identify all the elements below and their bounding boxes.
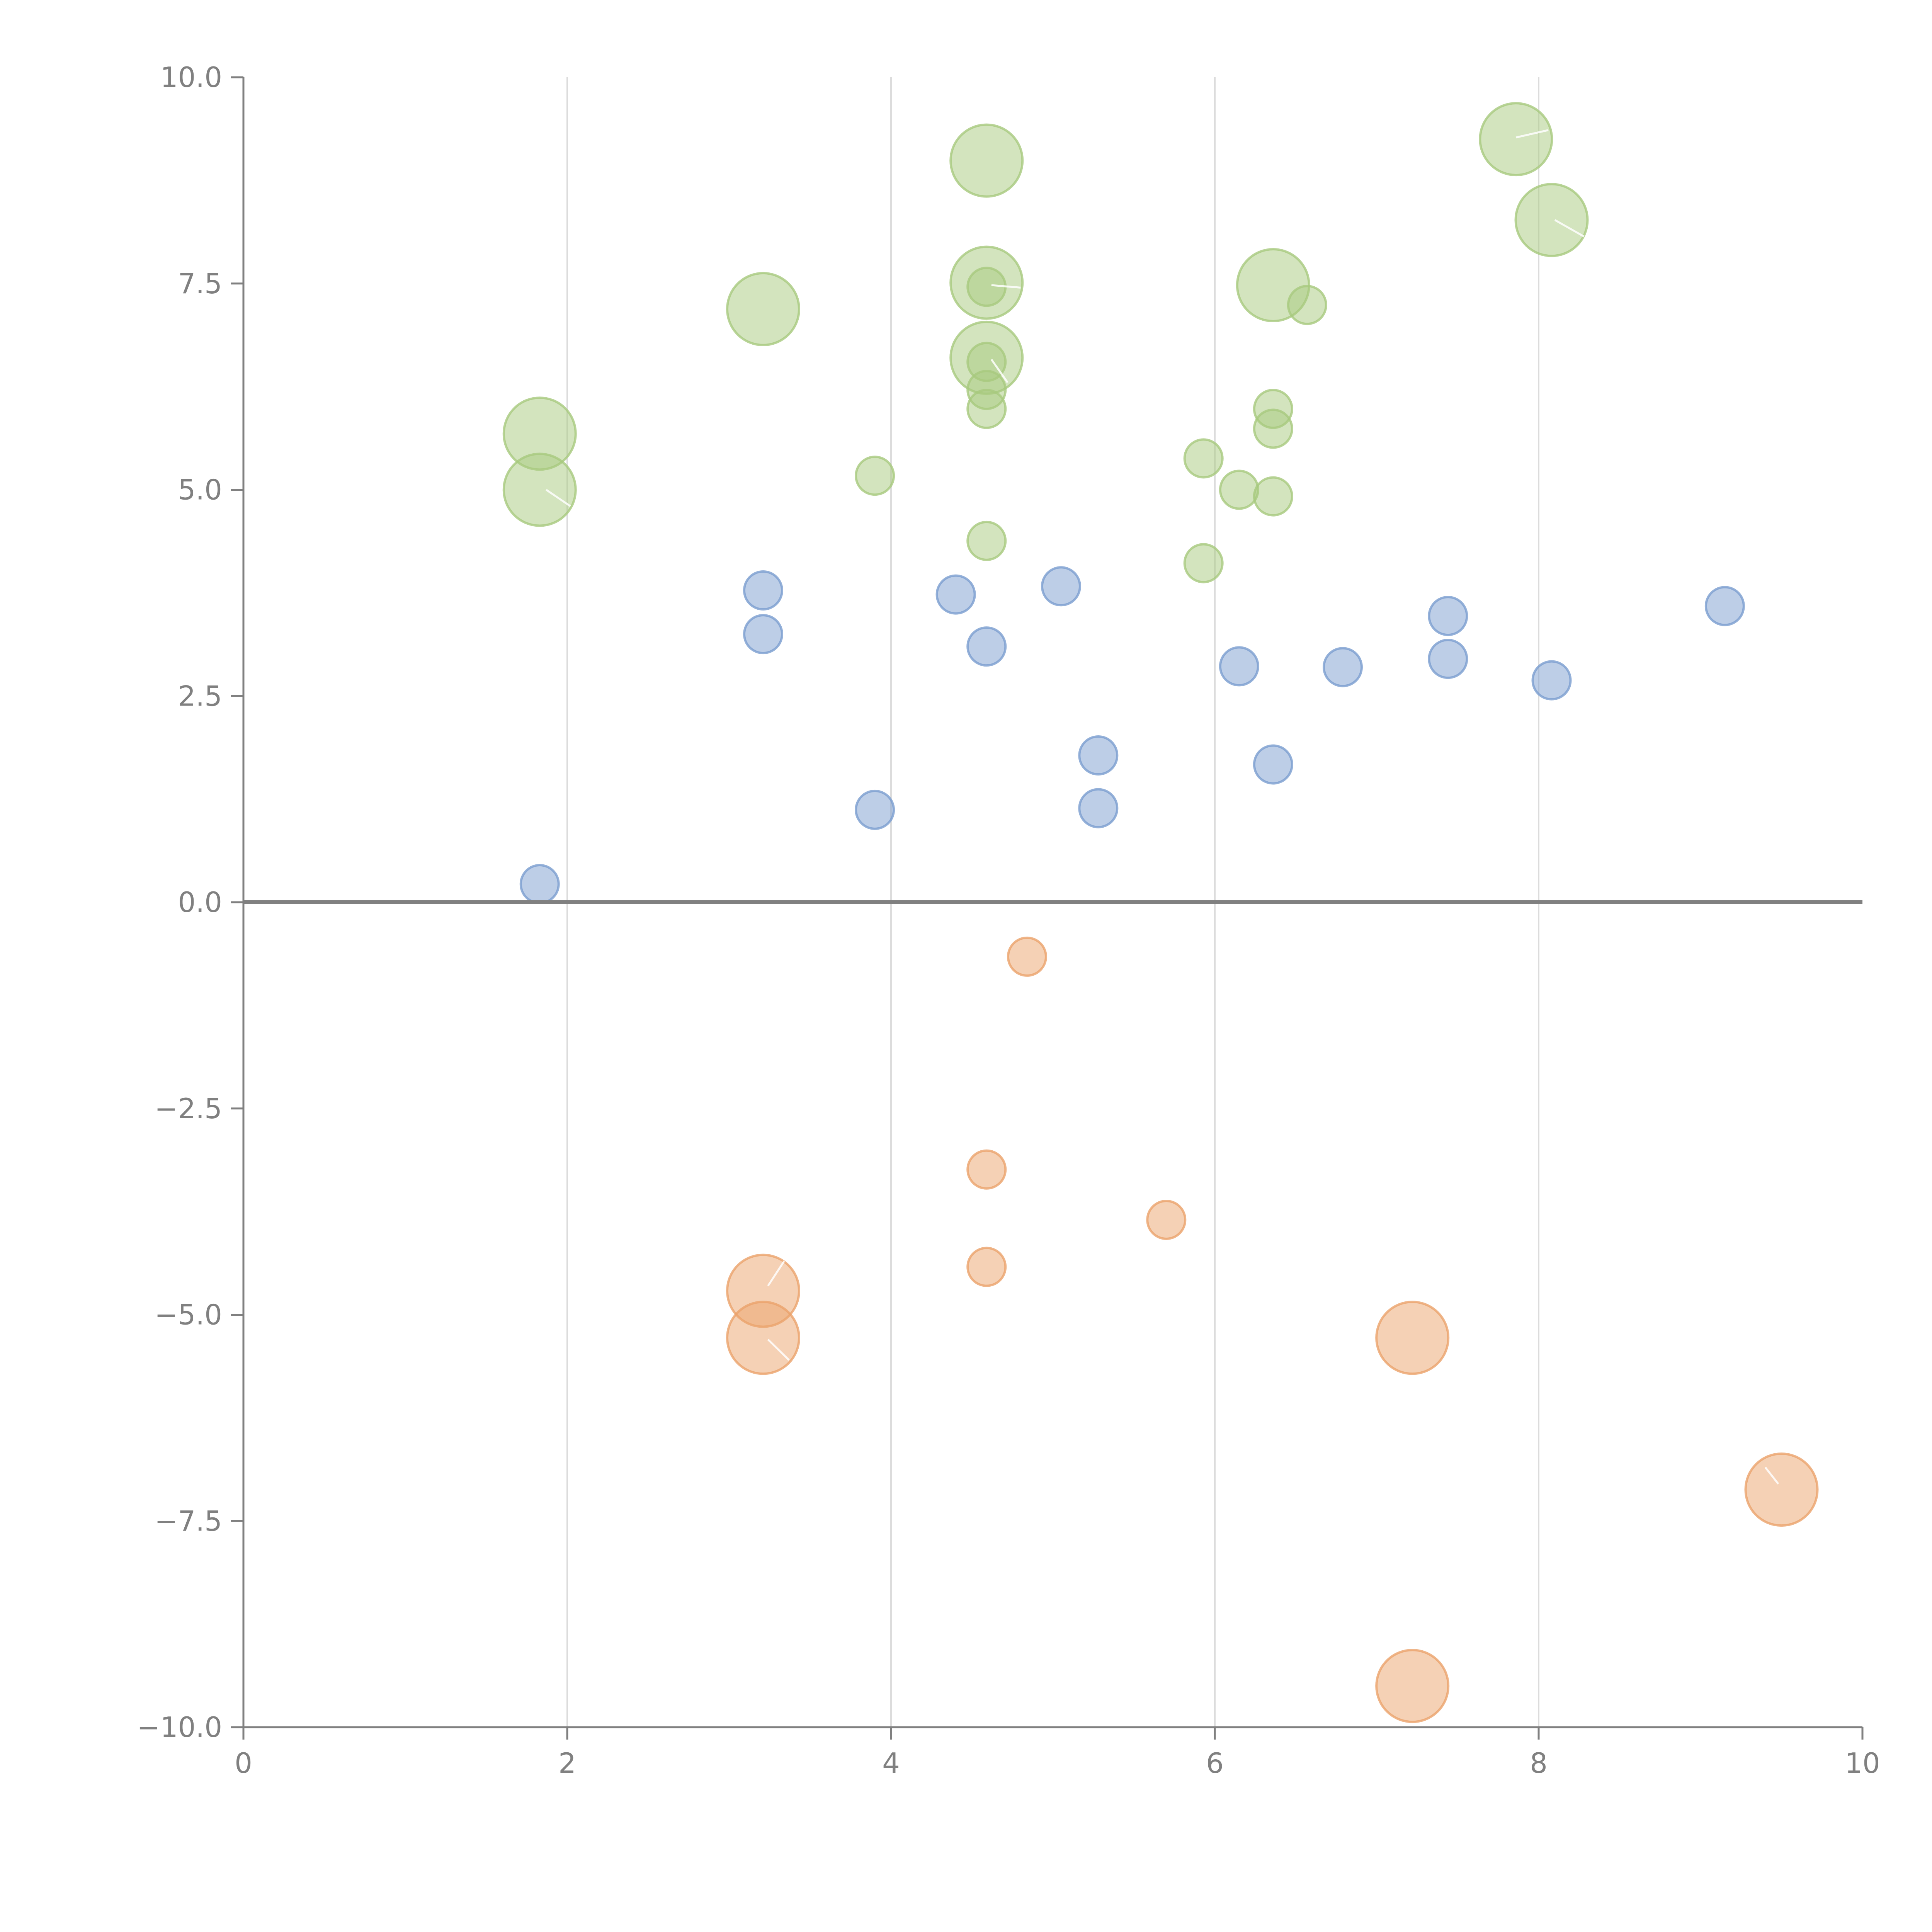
- bubble-blue: [519, 864, 560, 905]
- y-tick-label: −2.5: [155, 1092, 222, 1125]
- bubble-green: [966, 389, 1007, 429]
- bubble-orange: [966, 1247, 1007, 1287]
- bubble-green: [502, 452, 577, 527]
- x-tick-label: 4: [882, 1747, 900, 1779]
- bubble-blue: [1078, 735, 1119, 776]
- bubble-blue: [935, 574, 976, 615]
- x-tick-label: 8: [1530, 1747, 1548, 1779]
- bubble-orange: [966, 1149, 1007, 1190]
- bubble-green: [1183, 543, 1224, 583]
- y-tick-label: −10.0: [137, 1711, 222, 1743]
- bubble-green: [1183, 438, 1224, 479]
- y-tick-label: 10.0: [160, 61, 222, 94]
- leader-line: [1764, 1466, 1779, 1485]
- bubble-blue: [1428, 639, 1468, 679]
- bubble-green: [855, 456, 895, 496]
- y-tick-label: 7.5: [178, 267, 222, 300]
- leader-line: [1515, 129, 1549, 139]
- axis-layer: 10.0 7.5 5.0 2.5 0.0 −2.5 −5.0 −7.5 −10.0 0 2 4 6 8 10: [137, 61, 1880, 1779]
- bubble-green: [726, 272, 800, 346]
- y-tick-label: 2.5: [178, 680, 222, 712]
- leader-layer: [546, 129, 1779, 1485]
- y-tick-label: 0.0: [178, 886, 222, 918]
- x-tick-label: 10: [1845, 1747, 1880, 1779]
- bubble-green: [966, 520, 1007, 561]
- bubble-green: [949, 123, 1024, 198]
- leader-line: [546, 489, 571, 507]
- bubble-blue: [966, 626, 1007, 667]
- bubble-blue: [855, 789, 895, 830]
- bubble-orange: [1744, 1452, 1819, 1527]
- leader-line: [991, 284, 1021, 289]
- bubble-green: [1253, 408, 1293, 449]
- bubble-layer: [502, 102, 1819, 1723]
- x-tick-label: 0: [235, 1747, 252, 1779]
- y-tick-label: −7.5: [155, 1505, 222, 1537]
- bubble-blue: [1428, 596, 1468, 636]
- x-tick-label: 6: [1206, 1747, 1224, 1779]
- bubble-orange: [726, 1301, 800, 1375]
- bubble-green: [1287, 285, 1327, 325]
- leader-line: [767, 1338, 790, 1361]
- bubble-orange: [1146, 1199, 1187, 1240]
- y-tick-label: 5.0: [178, 474, 222, 506]
- leader-line: [1554, 219, 1585, 238]
- bubble-blue: [743, 570, 783, 611]
- bubble-blue: [1531, 660, 1572, 701]
- bubble-blue: [1704, 586, 1745, 626]
- bubble-blue: [1219, 646, 1259, 687]
- y-tick-label: −5.0: [155, 1299, 222, 1331]
- x-tick-label: 2: [558, 1747, 576, 1779]
- bubble-blue: [1078, 788, 1119, 828]
- bubble-orange: [1375, 1649, 1450, 1723]
- leader-line: [767, 1260, 785, 1287]
- bubble-green: [1253, 476, 1293, 517]
- bubble-green: [1514, 183, 1589, 257]
- bubble-blue: [743, 614, 783, 655]
- bubble-blue: [1323, 647, 1363, 687]
- bubble-blue: [1253, 744, 1293, 785]
- bubble-green: [1219, 469, 1259, 510]
- bubble-orange: [1375, 1301, 1450, 1375]
- leader-line: [990, 359, 1009, 383]
- bubble-green: [1479, 102, 1553, 177]
- bubble-orange: [1007, 936, 1047, 977]
- bubble-blue: [1041, 566, 1081, 607]
